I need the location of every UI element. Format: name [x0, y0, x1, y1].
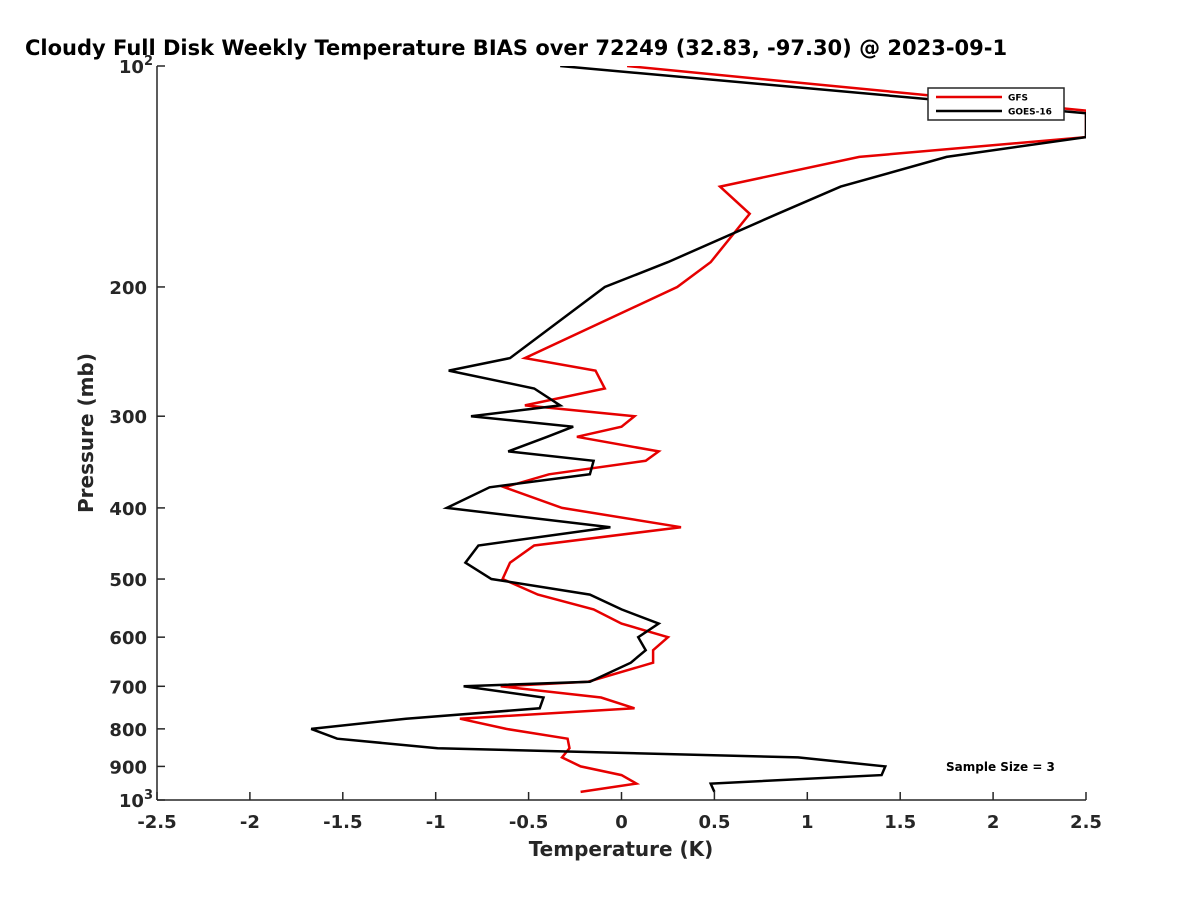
x-tick-label: -1: [426, 812, 446, 833]
y-tick-label: 103: [119, 788, 153, 812]
chart-title: Cloudy Full Disk Weekly Temperature BIAS…: [25, 36, 1007, 60]
x-tick-label: -2: [240, 812, 260, 833]
y-tick-label: 600: [109, 628, 147, 649]
x-tick-label: 0: [615, 812, 628, 833]
y-tick-label: 300: [109, 407, 147, 428]
y-tick-label: 500: [109, 570, 147, 591]
x-tick-label: 2.5: [1070, 812, 1102, 833]
x-tick-label: 2: [987, 812, 1000, 833]
y-axis-ticks: 102 200 300 400 500 600 700 800 900 103: [109, 54, 165, 812]
series-line-gfs: [459, 66, 1086, 794]
y-tick-label: 700: [109, 677, 147, 698]
series-layer: [310, 66, 1086, 794]
x-tick-label: 1: [801, 812, 814, 833]
x-tick-label: -2.5: [137, 812, 176, 833]
legend-label: GFS: [1008, 94, 1028, 104]
y-tick-label: 102: [119, 54, 153, 78]
y-tick-label: 800: [109, 720, 147, 741]
x-axis-ticks: -2.5 -2 -1.5 -1 -0.5 0 0.5 1 1.5 2 2.5: [137, 792, 1102, 833]
legend-box: [927, 87, 1065, 121]
x-tick-label: -1.5: [323, 812, 362, 833]
x-tick-label: -0.5: [509, 812, 548, 833]
legend-label: GOES-16: [1008, 108, 1052, 118]
y-tick-label: 900: [109, 757, 147, 778]
series-line-goes-16: [310, 66, 1086, 793]
x-tick-label: 1.5: [884, 812, 916, 833]
plot-area: -2.5 -2 -1.5 -1 -0.5 0 0.5 1 1.5 2 2.5 102 200 300 40…: [109, 54, 1102, 833]
plot-background: [157, 66, 1086, 800]
legend: GFS GOES-16: [927, 87, 1065, 121]
sample-size-annotation: Sample Size = 3: [946, 760, 1055, 774]
y-tick-label: 400: [109, 499, 147, 520]
x-tick-label: 0.5: [698, 812, 730, 833]
y-tick-label: 200: [109, 278, 147, 299]
x-axis-label: Temperature (K): [529, 837, 714, 861]
y-axis-label: Pressure (mb): [74, 353, 98, 513]
